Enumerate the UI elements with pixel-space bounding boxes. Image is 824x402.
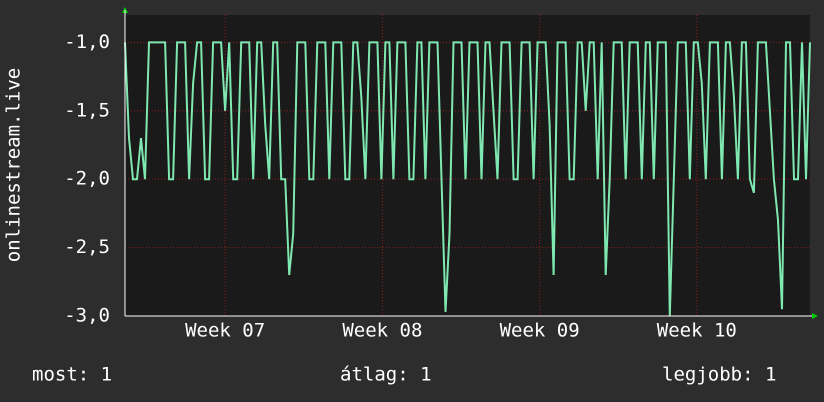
y-axis-label: onlinestream.live: [3, 68, 25, 262]
footer-best: legjobb: 1: [662, 364, 776, 386]
y-tick-label: -3,0: [64, 305, 110, 327]
x-arrow: [812, 313, 818, 319]
x-tick-label: Week 09: [500, 320, 580, 342]
y-tick-label: -2,0: [64, 168, 110, 190]
footer-avg: átlag: 1: [340, 364, 432, 386]
y-tick-label: -1,5: [64, 99, 110, 121]
footer-now: most: 1: [32, 364, 112, 386]
plot-area: [125, 15, 810, 316]
x-tick-label: Week 10: [657, 320, 737, 342]
y-tick-label: -2,5: [64, 236, 110, 258]
x-tick-label: Week 08: [342, 320, 422, 342]
y-tick-label: -1,0: [64, 31, 110, 53]
data-line: [124, 41, 811, 317]
x-tick-label: Week 07: [185, 320, 265, 342]
